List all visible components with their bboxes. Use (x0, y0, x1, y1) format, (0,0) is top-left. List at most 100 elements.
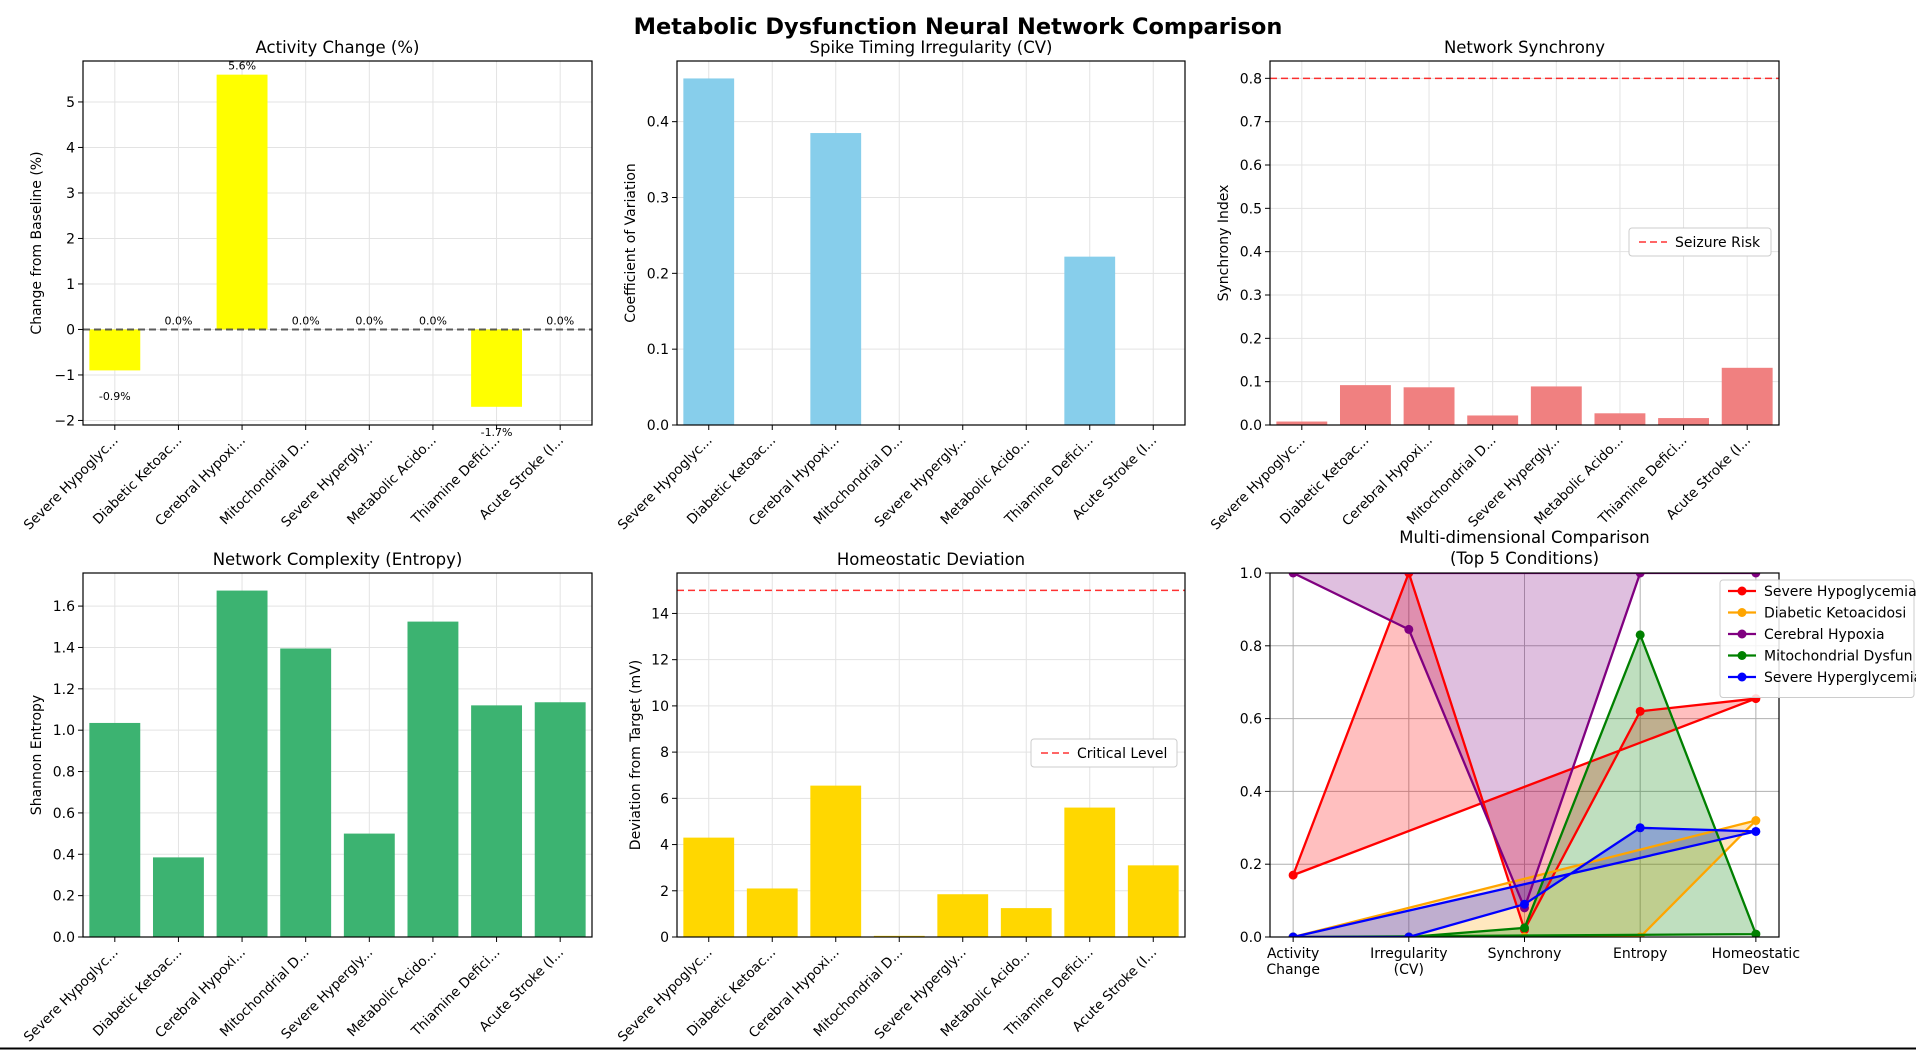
bar (1658, 418, 1710, 425)
axes-frame (676, 572, 1186, 938)
bar (1064, 256, 1116, 425)
bar (1530, 386, 1582, 425)
series-fill (1293, 573, 1756, 908)
y-tick-label: 5 (66, 95, 75, 111)
legend-label: Mitochondrial Dysfun (1764, 649, 1913, 665)
y-tick-label: 1.2 (53, 682, 75, 698)
y-tick-label: 0.8 (1240, 639, 1262, 655)
bar (216, 74, 268, 330)
data-point (1288, 573, 1298, 578)
x-tick-label-line: Entropy (1613, 946, 1667, 962)
figure-title: Metabolic Dysfunction Neural Network Com… (634, 14, 1283, 40)
bar (534, 702, 586, 937)
x-tick-label: Irregularity (CV) (1370, 946, 1447, 978)
y-tick-label: 0.4 (1240, 784, 1262, 800)
x-tick-label-line: Synchrony (1488, 946, 1562, 962)
y-tick-label: 0.8 (53, 765, 75, 781)
legend-frame (1628, 227, 1772, 257)
x-tick-label: Synchrony (1488, 946, 1562, 962)
bar (810, 785, 862, 937)
data-point (1635, 630, 1645, 640)
legend: Severe Hypoglycemia Diabetic Ketoacidosi C… (1719, 579, 1916, 698)
bar (1721, 367, 1773, 425)
bar (1467, 415, 1519, 425)
y-tick-label: 0.8 (1240, 71, 1262, 87)
legend-marker (1737, 586, 1747, 596)
y-tick-label: 0.3 (647, 191, 669, 207)
bar (471, 705, 523, 937)
data-point (1751, 573, 1761, 578)
chart-panel-activity: -0.9% 0.0% 5.6% 0.0% 0.0% 0.0% -1.7% 0.0% −2 −1 0 1… (21, 38, 593, 533)
bar (1064, 807, 1116, 937)
y-tick-label: 0.7 (1240, 115, 1262, 131)
y-tick-label: 4 (660, 838, 669, 854)
legend-marker (1737, 629, 1747, 639)
y-axis-label: Coefficient of Variation (623, 163, 639, 323)
y-tick-label: 12 (651, 653, 669, 669)
axes-frame (1269, 60, 1780, 426)
y-tick-label: 0 (66, 322, 75, 338)
legend-frame (1030, 738, 1178, 768)
y-axis-label: Change from Baseline (%) (29, 151, 45, 334)
bar (937, 894, 989, 937)
data-point (1288, 870, 1298, 880)
y-tick-label: 0 (660, 930, 669, 946)
y-axis-label: Shannon Entropy (29, 695, 45, 815)
panel-title-line: (Top 5 Conditions) (1450, 549, 1599, 568)
y-tick-label: 1 (66, 277, 75, 293)
y-tick-label: 0.6 (1240, 712, 1262, 728)
legend-marker (1737, 651, 1747, 660)
x-tick-label: Homeostatic Dev (1712, 946, 1800, 978)
data-label: 0.0% (292, 314, 320, 327)
y-tick-label: 1.0 (53, 723, 75, 739)
data-point (1404, 932, 1414, 937)
y-tick-label: 0.5 (1240, 201, 1262, 217)
y-tick-label: 1.4 (53, 640, 75, 656)
y-tick-label: 0.0 (1240, 930, 1262, 946)
bar (89, 329, 141, 371)
y-tick-label: 0.0 (53, 930, 75, 946)
panel-title-line: Multi-dimensional Comparison (1399, 528, 1650, 547)
series-fill (1293, 827, 1756, 937)
series-line (1292, 826, 1757, 937)
bar (746, 888, 798, 937)
bar (407, 621, 459, 937)
bar (1339, 385, 1391, 425)
data-point (1635, 706, 1645, 716)
y-tick-label: −1 (54, 368, 75, 384)
y-tick-label: 0.2 (1240, 331, 1262, 347)
bar (471, 329, 523, 407)
data-label: 0.0% (164, 314, 192, 327)
y-axis-label: Synchrony Index (1216, 185, 1232, 302)
x-tick-label-line: Dev (1742, 962, 1770, 978)
data-point (1635, 573, 1645, 578)
bar (280, 648, 332, 937)
bar (343, 833, 395, 937)
legend-label: Severe Hyperglycemia (1764, 670, 1916, 686)
bar (1000, 908, 1052, 937)
y-tick-label: 0.4 (647, 115, 669, 131)
data-point (1288, 932, 1298, 937)
y-tick-label: 0.6 (1240, 158, 1262, 174)
data-label: -0.9% (99, 390, 131, 403)
panel-title: Homeostatic Deviation (837, 550, 1025, 569)
bar (1594, 413, 1646, 425)
bar (1276, 421, 1328, 425)
series-line (1292, 573, 1757, 933)
data-label: -1.7% (481, 426, 513, 439)
legend: Critical Level (1030, 738, 1178, 768)
panel-title: Activity Change (%) (256, 38, 420, 57)
panel-title: Multi-dimensional Comparison (Top 5 Condi… (1399, 528, 1650, 568)
legend-label: Diabetic Ketoacidosi (1764, 606, 1906, 622)
bar (1127, 865, 1179, 937)
series-line (1292, 818, 1760, 937)
y-tick-label: 0.1 (1240, 375, 1262, 391)
data-label: 0.0% (355, 314, 383, 327)
y-tick-label: 2 (660, 884, 669, 900)
y-tick-label: 1.0 (1240, 566, 1262, 582)
chart-panel-multi: 0.0 0.2 0.4 0.6 0.8 1.0 Activity Change Irregula… (1240, 528, 1916, 978)
